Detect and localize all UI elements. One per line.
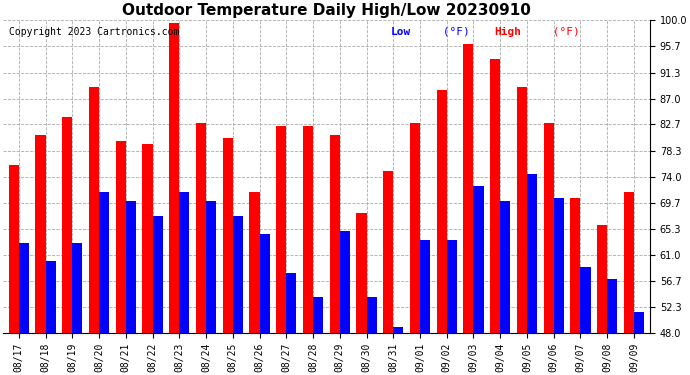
Bar xyxy=(179,192,190,333)
Bar xyxy=(597,225,607,333)
Bar xyxy=(276,126,286,333)
Text: Low: Low xyxy=(391,27,411,37)
Bar xyxy=(624,192,634,333)
Bar xyxy=(580,267,591,333)
Bar xyxy=(169,23,179,333)
Bar xyxy=(437,90,446,333)
Bar xyxy=(366,297,377,333)
Title: Outdoor Temperature Daily High/Low 20230910: Outdoor Temperature Daily High/Low 20230… xyxy=(122,3,531,18)
Bar xyxy=(313,297,323,333)
Text: High: High xyxy=(495,27,522,37)
Bar xyxy=(473,186,484,333)
Bar xyxy=(339,231,350,333)
Bar xyxy=(544,123,553,333)
Bar xyxy=(383,171,393,333)
Bar xyxy=(35,135,46,333)
Bar xyxy=(634,312,644,333)
Text: Copyright 2023 Cartronics.com: Copyright 2023 Cartronics.com xyxy=(9,27,179,37)
Bar xyxy=(259,234,270,333)
Bar xyxy=(303,126,313,333)
Bar xyxy=(410,123,420,333)
Text: (°F): (°F) xyxy=(546,27,580,37)
Bar xyxy=(517,87,527,333)
Bar xyxy=(463,44,473,333)
Bar xyxy=(553,198,564,333)
Bar xyxy=(9,165,19,333)
Bar xyxy=(152,216,163,333)
Bar xyxy=(206,201,216,333)
Bar xyxy=(330,135,339,333)
Bar xyxy=(490,59,500,333)
Bar xyxy=(116,141,126,333)
Bar xyxy=(62,117,72,333)
Text: (°F): (°F) xyxy=(436,27,470,37)
Bar xyxy=(607,279,618,333)
Bar xyxy=(446,240,457,333)
Bar xyxy=(393,327,404,333)
Bar xyxy=(527,174,537,333)
Bar xyxy=(196,123,206,333)
Bar xyxy=(19,243,29,333)
Bar xyxy=(126,201,136,333)
Bar xyxy=(72,243,83,333)
Bar xyxy=(46,261,56,333)
Bar xyxy=(89,87,99,333)
Bar xyxy=(249,192,259,333)
Bar xyxy=(356,213,366,333)
Bar xyxy=(223,138,233,333)
Bar xyxy=(420,240,430,333)
Bar xyxy=(571,198,580,333)
Bar xyxy=(286,273,297,333)
Bar xyxy=(99,192,109,333)
Bar xyxy=(142,144,152,333)
Bar xyxy=(500,201,511,333)
Bar xyxy=(233,216,243,333)
